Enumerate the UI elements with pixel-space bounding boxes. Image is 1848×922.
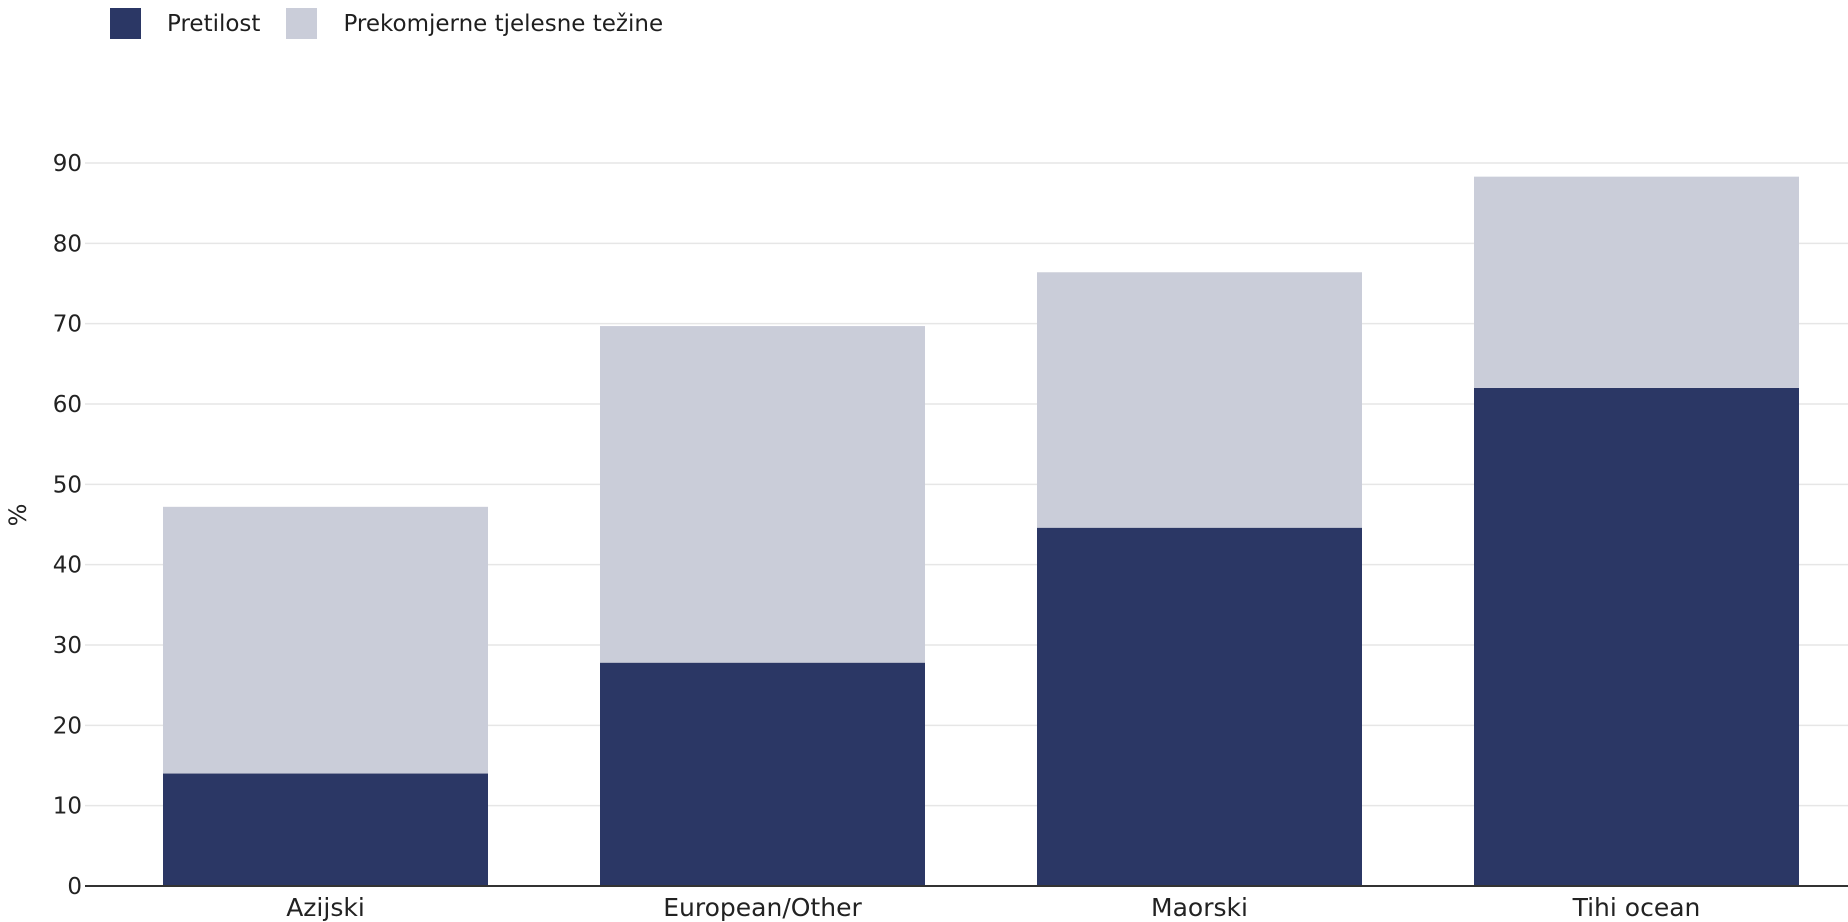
bars (163, 176, 1799, 886)
bar-segment (163, 773, 488, 886)
y-axis-label: % (4, 504, 32, 527)
x-tick-label: European/Other (663, 893, 862, 922)
x-tick-label: Tihi ocean (1572, 893, 1701, 922)
bar-segment (1037, 527, 1362, 886)
legend: Pretilost Prekomjerne tjelesne težine (110, 8, 689, 39)
axes: 0 10 20 30 40 50 60 70 80 90 Azijski European/Other… (53, 151, 1848, 922)
y-tick-label: 70 (53, 312, 82, 338)
bar-segment (600, 326, 925, 663)
legend-label-prekomjerne: Prekomjerne tjelesne težine (343, 10, 664, 37)
bar-segment (163, 506, 488, 774)
legend-label-pretilost: Pretilost (167, 10, 261, 37)
bar-segment (1474, 387, 1799, 886)
y-tick-label: 50 (53, 472, 82, 498)
legend-swatch-prekomjerne (286, 8, 318, 39)
x-tick-label: Maorski (1151, 893, 1248, 922)
y-tick-label: 0 (67, 874, 82, 900)
legend-item-pretilost: Pretilost (110, 8, 260, 39)
y-tick-label: 40 (53, 553, 82, 579)
y-tick-label: 60 (53, 392, 82, 418)
y-tick-label: 10 (53, 794, 82, 820)
bar-segment (1474, 176, 1799, 388)
bar-segment (600, 662, 925, 886)
x-tick-label: Azijski (286, 893, 365, 922)
bar-segment (1037, 272, 1362, 528)
legend-swatch-pretilost (110, 8, 141, 39)
y-tick-label: 90 (53, 151, 82, 177)
y-tick-label: 30 (53, 633, 82, 659)
y-tick-label: 20 (53, 713, 82, 739)
y-tick-label: 80 (53, 231, 82, 257)
legend-item-prekomjerne: Prekomjerne tjelesne težine (286, 8, 663, 39)
